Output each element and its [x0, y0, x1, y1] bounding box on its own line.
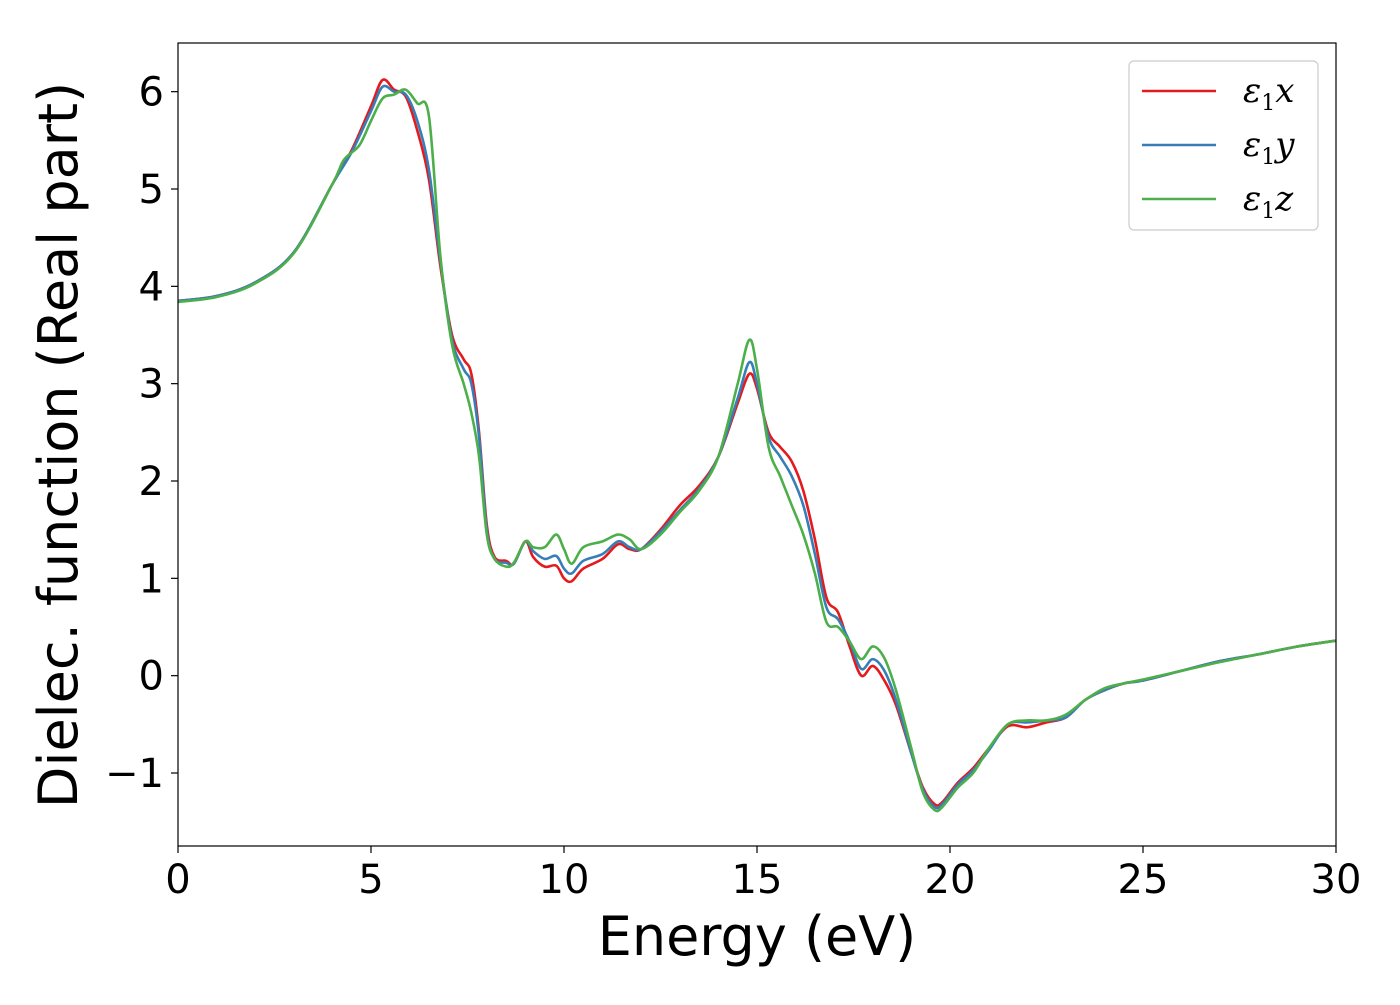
legend-label-y: ε1y	[1243, 125, 1295, 170]
legend-label-x: ε1x	[1243, 71, 1294, 116]
x-axis: 0 5 10 15 20 25 30	[165, 846, 1361, 903]
x-tick-label: 10	[539, 857, 590, 903]
y-tick-label: 0	[139, 654, 164, 700]
y-tick-label: 6	[139, 70, 164, 116]
x-tick-label: 30	[1311, 857, 1362, 903]
y-tick-label: 1	[139, 556, 164, 602]
y-axis: −1 0 1 2 3 4 5 6	[105, 70, 178, 797]
y-tick-label: 2	[139, 459, 164, 505]
y-tick-label: 5	[139, 167, 164, 213]
legend-frame	[1128, 60, 1319, 231]
series-layer	[178, 78, 1336, 813]
x-tick-label: 5	[358, 857, 383, 903]
y-tick-label: −1	[105, 751, 164, 797]
legend: ε1x ε1y ε1z	[1128, 60, 1319, 231]
legend-label-z: ε1z	[1243, 179, 1294, 224]
y-tick-label: 3	[139, 362, 164, 408]
x-tick-label: 0	[165, 857, 190, 903]
y-tick-label: 4	[139, 264, 164, 310]
series-line-z	[178, 88, 1336, 813]
x-tick-label: 15	[732, 857, 783, 903]
y-axis-label: Dielec. function (Real part)	[27, 82, 90, 808]
x-axis-label: Energy (eV)	[598, 905, 917, 968]
x-tick-label: 20	[925, 857, 976, 903]
x-tick-label: 25	[1118, 857, 1169, 903]
